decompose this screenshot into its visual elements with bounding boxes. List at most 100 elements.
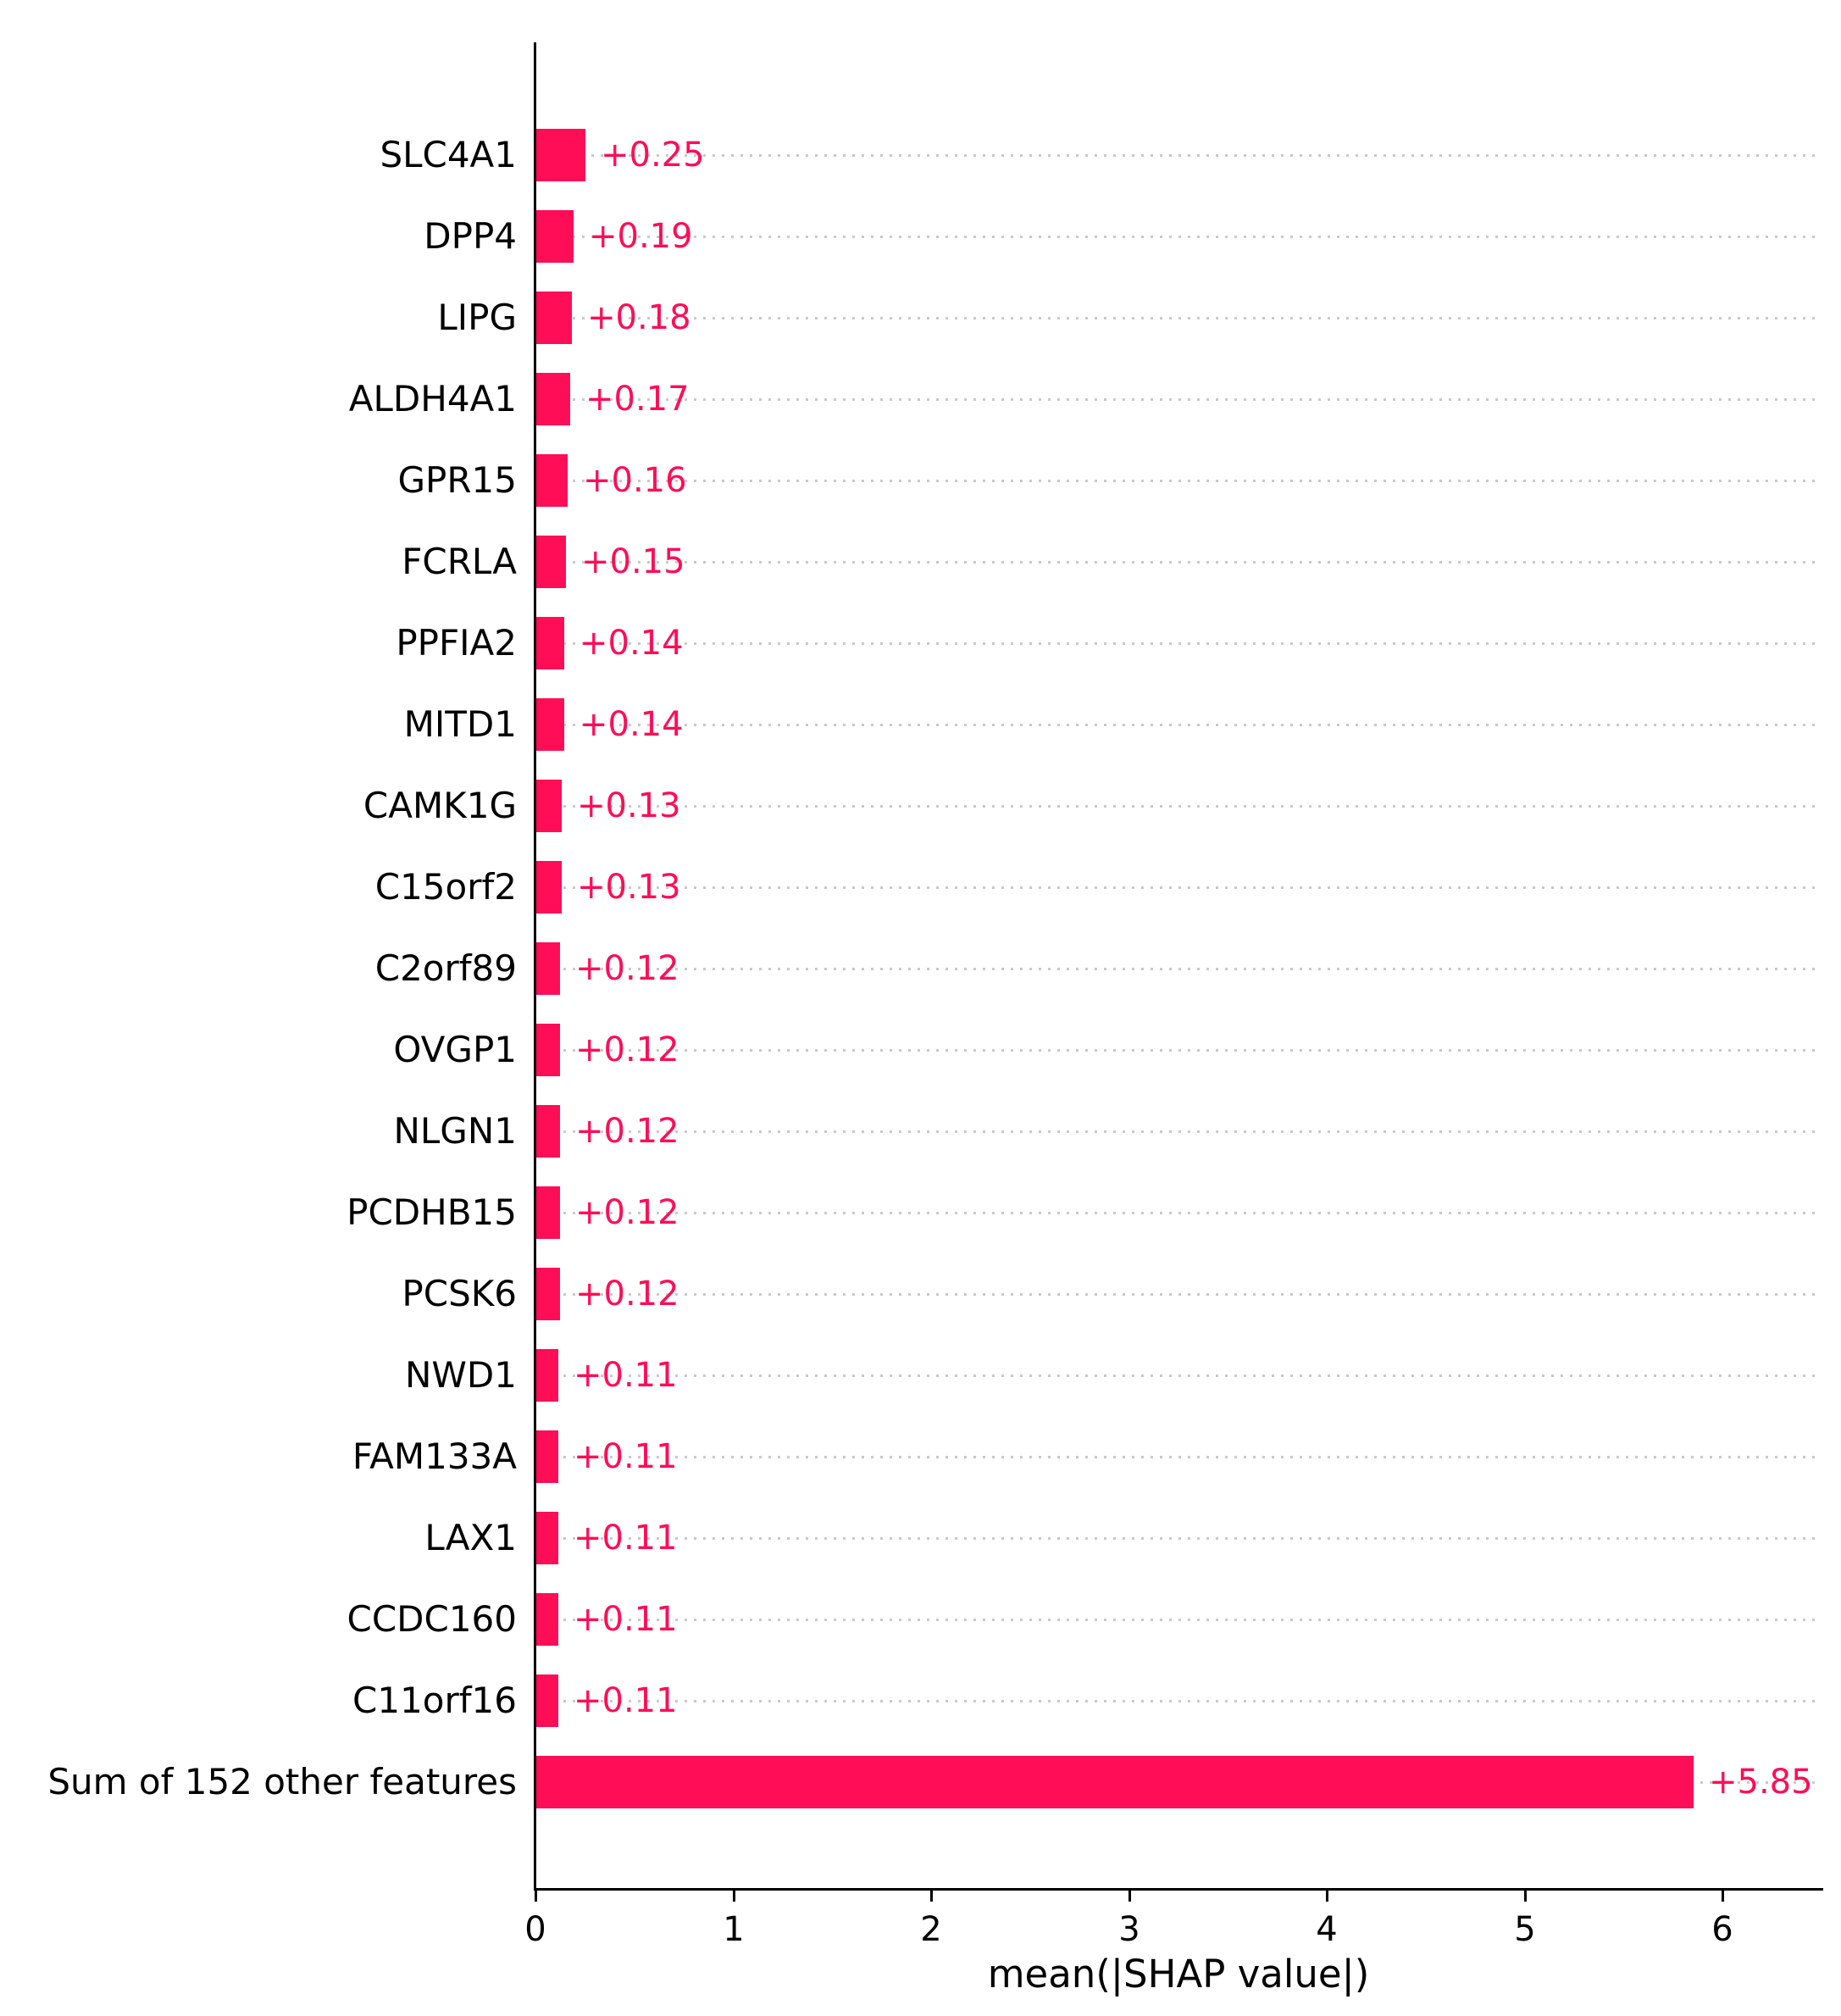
bar bbox=[536, 1105, 560, 1158]
gridline bbox=[535, 1293, 1822, 1296]
feature-label: LIPG bbox=[437, 297, 517, 338]
gridline bbox=[535, 1049, 1822, 1052]
value-label: +0.15 bbox=[581, 542, 685, 581]
value-label: +0.12 bbox=[575, 1030, 679, 1069]
feature-label: CAMK1G bbox=[363, 785, 517, 826]
y-axis bbox=[534, 42, 536, 1891]
bar bbox=[536, 1024, 560, 1076]
value-label: +0.19 bbox=[589, 217, 693, 256]
x-tick-mark bbox=[1326, 1891, 1328, 1902]
value-label: +0.11 bbox=[574, 1519, 678, 1558]
bar bbox=[536, 1186, 560, 1239]
gridline bbox=[535, 480, 1822, 482]
bar bbox=[536, 780, 562, 832]
x-tick-label: 5 bbox=[1514, 1910, 1536, 1949]
feature-label: FAM133A bbox=[352, 1436, 517, 1477]
feature-label: PCSK6 bbox=[402, 1273, 517, 1314]
x-tick-mark bbox=[535, 1891, 537, 1902]
value-label: +0.13 bbox=[577, 786, 681, 825]
value-label: +0.13 bbox=[577, 868, 681, 907]
bar bbox=[536, 454, 568, 507]
feature-label: LAX1 bbox=[424, 1517, 517, 1558]
value-label: +0.12 bbox=[575, 1112, 679, 1151]
value-label: +0.16 bbox=[583, 461, 687, 500]
value-label: +0.18 bbox=[587, 298, 691, 337]
value-label: +0.12 bbox=[575, 949, 679, 988]
gridline bbox=[535, 1700, 1822, 1702]
feature-label: Sum of 152 other features bbox=[47, 1761, 517, 1802]
feature-label: OVGP1 bbox=[393, 1029, 517, 1070]
feature-label: NWD1 bbox=[404, 1354, 517, 1396]
value-label: +5.85 bbox=[1709, 1763, 1813, 1802]
x-axis-label: mean(|SHAP value|) bbox=[987, 1952, 1370, 1997]
value-label: +0.11 bbox=[574, 1681, 678, 1720]
x-tick-mark bbox=[1524, 1891, 1527, 1902]
x-tick-mark bbox=[1128, 1891, 1131, 1902]
gridline bbox=[535, 724, 1822, 726]
gridline bbox=[535, 968, 1822, 970]
bar bbox=[536, 536, 566, 588]
gridline bbox=[535, 236, 1822, 238]
gridline bbox=[535, 1537, 1822, 1540]
feature-label: DPP4 bbox=[424, 215, 517, 257]
feature-label: C11orf16 bbox=[352, 1680, 517, 1721]
bar bbox=[536, 1674, 558, 1727]
gridline bbox=[535, 805, 1822, 808]
value-label: +0.14 bbox=[579, 624, 684, 663]
x-tick-label: 2 bbox=[920, 1910, 942, 1949]
value-label: +0.12 bbox=[575, 1275, 679, 1313]
x-tick-label: 1 bbox=[723, 1910, 745, 1949]
x-tick-label: 3 bbox=[1118, 1910, 1140, 1949]
bar bbox=[536, 861, 562, 914]
feature-label: C2orf89 bbox=[374, 947, 517, 989]
bar bbox=[536, 1593, 558, 1646]
gridline bbox=[535, 1456, 1822, 1458]
value-label: +0.11 bbox=[574, 1356, 678, 1395]
x-tick-mark bbox=[1722, 1891, 1724, 1902]
x-tick-label: 4 bbox=[1316, 1910, 1338, 1949]
value-label: +0.11 bbox=[574, 1600, 678, 1639]
feature-label: MITD1 bbox=[403, 703, 517, 745]
value-label: +0.17 bbox=[585, 380, 690, 419]
x-tick-label: 6 bbox=[1711, 1910, 1733, 1949]
bar bbox=[536, 292, 572, 344]
bar bbox=[536, 1349, 558, 1402]
bar bbox=[536, 942, 560, 995]
feature-label: SLC4A1 bbox=[380, 134, 517, 175]
feature-label: CCDC160 bbox=[347, 1598, 517, 1640]
x-tick-mark bbox=[930, 1891, 933, 1902]
gridline bbox=[535, 561, 1822, 564]
x-axis bbox=[534, 1888, 1823, 1891]
x-tick-label: 0 bbox=[524, 1910, 546, 1949]
gridline bbox=[535, 642, 1822, 645]
gridline bbox=[535, 886, 1822, 889]
gridline bbox=[535, 398, 1822, 401]
bar bbox=[536, 1512, 558, 1564]
bar bbox=[536, 698, 564, 751]
gridline bbox=[535, 1375, 1822, 1377]
feature-label: GPR15 bbox=[397, 459, 518, 501]
bar bbox=[536, 129, 585, 181]
gridline bbox=[535, 154, 1822, 157]
feature-label: PPFIA2 bbox=[396, 622, 517, 664]
bar bbox=[536, 1756, 1694, 1808]
value-label: +0.11 bbox=[574, 1437, 678, 1476]
feature-label: C15orf2 bbox=[374, 866, 517, 908]
gridline bbox=[535, 1619, 1822, 1621]
feature-label: PCDHB15 bbox=[347, 1191, 517, 1233]
bar bbox=[536, 1430, 558, 1483]
feature-label: FCRLA bbox=[402, 541, 517, 582]
gridline bbox=[535, 317, 1822, 319]
value-label: +0.14 bbox=[579, 705, 684, 744]
feature-label: NLGN1 bbox=[393, 1110, 517, 1152]
value-label: +0.25 bbox=[601, 136, 705, 175]
bar bbox=[536, 1268, 560, 1320]
bar bbox=[536, 373, 570, 425]
bar bbox=[536, 210, 574, 263]
bar bbox=[536, 617, 564, 669]
gridline bbox=[535, 1130, 1822, 1133]
gridline bbox=[535, 1212, 1822, 1214]
feature-label: ALDH4A1 bbox=[348, 378, 517, 419]
x-tick-mark bbox=[733, 1891, 735, 1902]
